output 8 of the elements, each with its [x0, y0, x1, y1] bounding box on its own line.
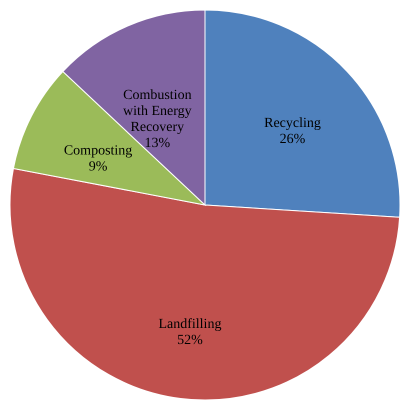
slice-label: Landfilling	[158, 317, 222, 332]
slice-label: Recycling	[264, 116, 321, 131]
data-label: 13%	[144, 136, 171, 151]
data-label: 52%	[177, 333, 204, 348]
data-label: 26%	[280, 132, 306, 147]
data-label: 9%	[88, 160, 108, 175]
slice-label: Composting	[64, 144, 132, 159]
slice-label: Combustion with Energy Recovery	[123, 88, 192, 135]
